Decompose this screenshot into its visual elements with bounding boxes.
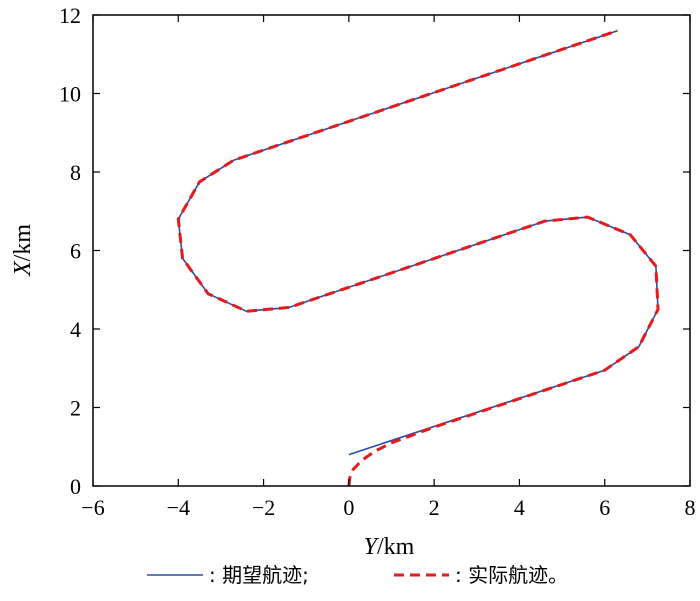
axis-tick-labels: −6 −4 −2 0 2 4 6 8 0 2 4 6 8 10 12 xyxy=(59,3,696,520)
x-tick-label: 4 xyxy=(514,495,525,520)
x-tick-label: 2 xyxy=(429,495,440,520)
legend: : 期望航迹; : 实际航迹。 xyxy=(147,563,568,587)
y-axis-label-var: X xyxy=(10,260,36,277)
legend-label-actual: : 实际航迹。 xyxy=(455,563,568,587)
series-line-actual xyxy=(176,29,660,487)
x-axis-label-var: Y xyxy=(364,534,380,560)
plot-lines xyxy=(176,29,660,487)
y-tick-label: 4 xyxy=(70,317,81,342)
legend-label-desired: : 期望航迹; xyxy=(209,563,309,587)
y-tick-label: 10 xyxy=(59,82,81,107)
y-tick-label: 2 xyxy=(70,396,81,421)
x-tick-label: −2 xyxy=(252,495,275,520)
x-tick-label: −6 xyxy=(81,495,104,520)
axis-ticks xyxy=(92,14,691,487)
y-tick-label: 12 xyxy=(59,3,81,28)
y-tick-label: 8 xyxy=(70,160,81,185)
x-axis-label-unit: /km xyxy=(377,534,415,560)
y-axis-label: X/km xyxy=(10,224,36,277)
y-axis-label-unit: /km xyxy=(10,224,36,262)
x-tick-label: −4 xyxy=(167,495,190,520)
series-line-desired xyxy=(177,29,659,456)
x-tick-label: 8 xyxy=(685,495,696,520)
y-tick-label: 6 xyxy=(70,239,81,264)
x-tick-label: 6 xyxy=(599,495,610,520)
y-tick-label: 0 xyxy=(70,474,81,499)
x-tick-label: 0 xyxy=(343,495,354,520)
x-axis-label: Y/km xyxy=(364,534,415,560)
